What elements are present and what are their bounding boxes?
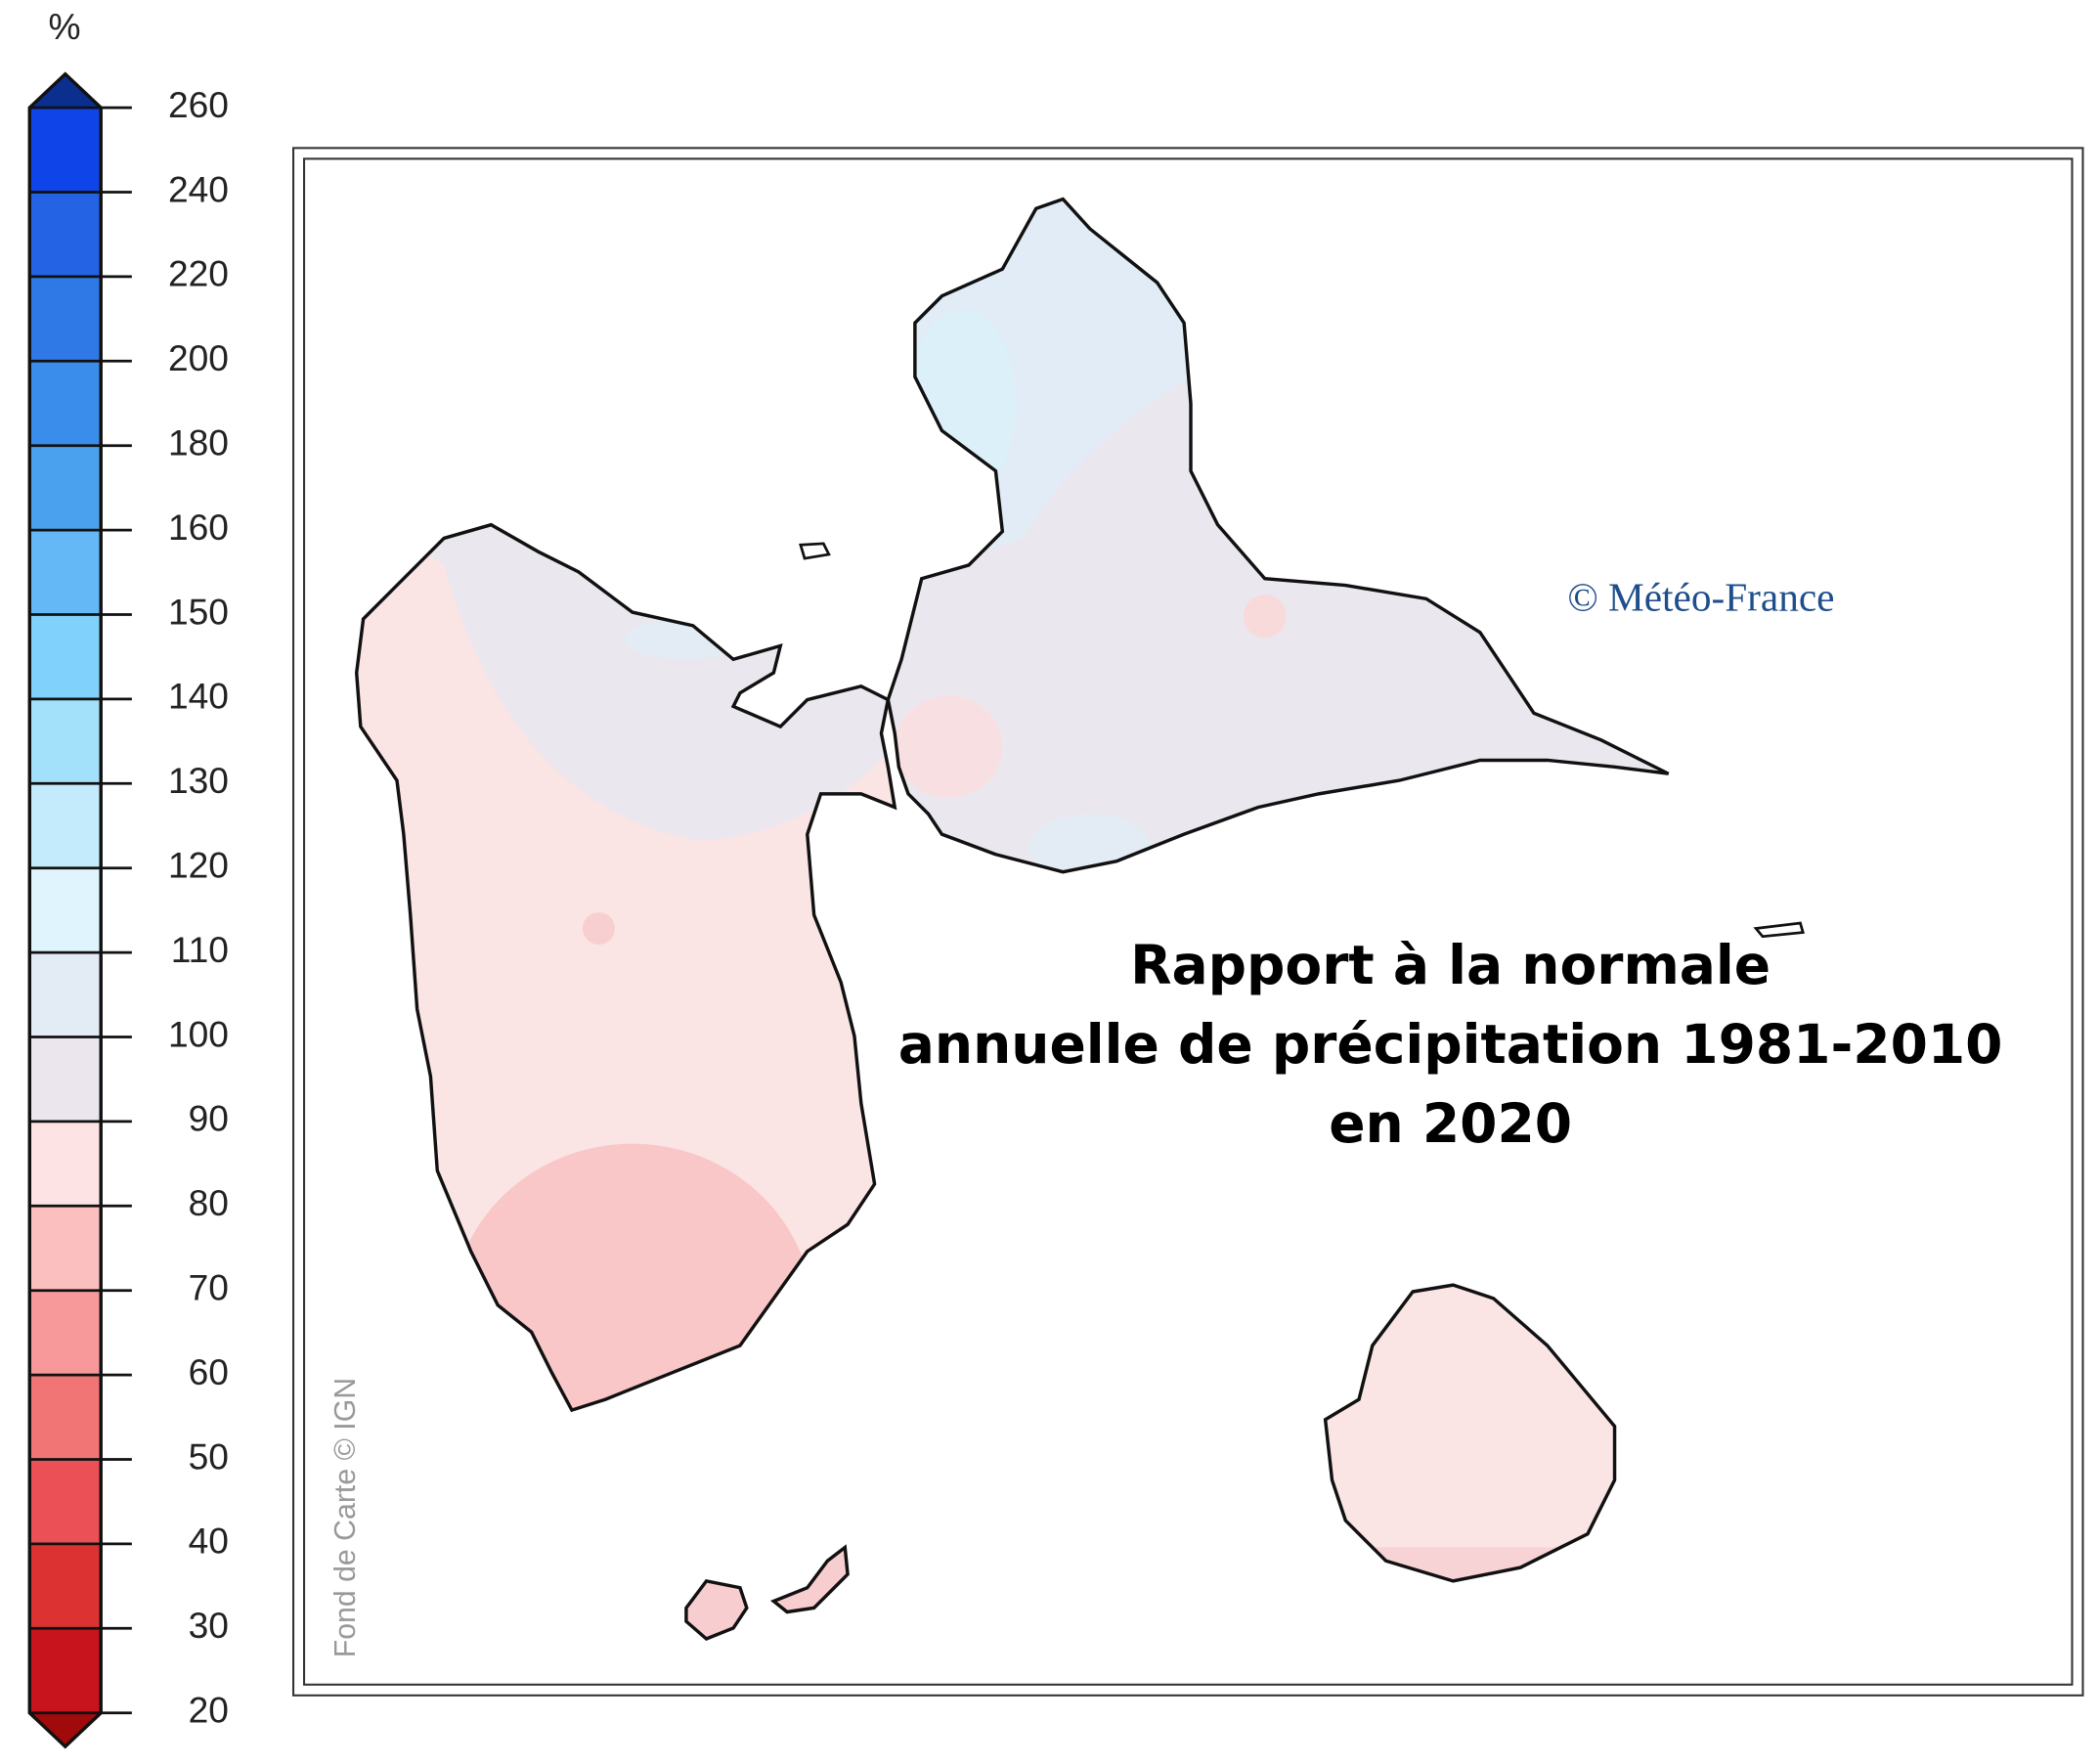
basse-terre [354, 522, 897, 1413]
copyright: © Météo-France [1567, 575, 1834, 620]
colorbar-tick-label: 260 [168, 84, 229, 125]
colorbar-tick-label: 80 [189, 1182, 229, 1223]
colorbar-band [29, 783, 102, 868]
legend-unit: % [49, 6, 81, 47]
colorbar-over [29, 73, 102, 109]
colorbar-band [29, 108, 102, 193]
colorbar-band [29, 952, 102, 1037]
colorbar-tick-label: 160 [168, 507, 229, 548]
colorbar-tick-label: 50 [189, 1435, 229, 1477]
basemap-credit: Fond de Carte © IGN [329, 1378, 362, 1657]
grande-terre [886, 197, 1670, 874]
colorbar-band [29, 867, 102, 953]
colorbar: 20 30 40 50 60 70 80 90 100 110 120 130 140 150 160 180… [27, 71, 229, 1749]
colorbar-band [29, 1121, 102, 1207]
marie-galante [1323, 1283, 1617, 1583]
colorbar-tick-label: 40 [189, 1521, 229, 1562]
colorbar-band [29, 1375, 102, 1460]
colorbar-tick-label: 110 [171, 929, 229, 970]
colorbar-band [29, 614, 102, 699]
colorbar-band [29, 530, 102, 615]
colorbar-tick-label: 90 [189, 1098, 229, 1139]
colorbar-tick-label: 240 [168, 168, 229, 209]
title-line: en 2020 [1329, 1092, 1572, 1155]
colorbar-tick-label: 20 [189, 1690, 229, 1731]
colorbar-band [29, 698, 102, 784]
colorbar-band [29, 1459, 102, 1544]
colorbar-tick-label: 150 [168, 591, 229, 632]
colorbar-tick-label: 130 [168, 760, 229, 801]
colorbar-tick-label: 140 [168, 676, 229, 717]
colorbar-band [29, 192, 102, 277]
colorbar-band [29, 1036, 102, 1122]
title-line: annuelle de précipitation 1981-2010 [898, 1013, 2003, 1076]
colorbar-tick-label: 30 [189, 1605, 229, 1646]
colorbar-band [29, 1543, 102, 1629]
islets [799, 542, 1805, 939]
colorbar-band [29, 1628, 102, 1713]
colorbar-tick-label: 60 [189, 1351, 229, 1392]
map-title: Rapport à la normale annuelle de précipit… [898, 934, 2003, 1155]
colorbar-tick-label: 70 [189, 1267, 229, 1308]
map-frame [291, 147, 2084, 1697]
colorbar-band [29, 1206, 102, 1291]
colorbar-band [29, 276, 102, 362]
colorbar-tick-label: 200 [168, 337, 229, 378]
colorbar-band [29, 361, 102, 446]
colorbar-band [29, 1290, 102, 1376]
colorbar-tick-label: 220 [168, 253, 229, 294]
les-saintes [684, 1544, 850, 1642]
colorbar-under [29, 1712, 102, 1747]
title-line: Rapport à la normale [1130, 934, 1771, 996]
colorbar-band [29, 445, 102, 531]
colorbar-tick-label: 100 [168, 1013, 229, 1054]
colorbar-tick-label: 120 [168, 845, 229, 886]
colorbar-tick-label: 180 [168, 422, 229, 463]
